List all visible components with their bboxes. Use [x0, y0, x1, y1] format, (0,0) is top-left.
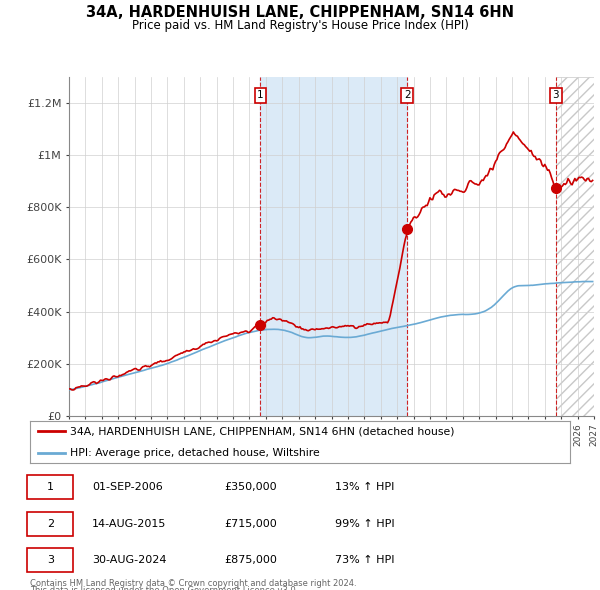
Text: 99% ↑ HPI: 99% ↑ HPI	[335, 519, 395, 529]
Text: £715,000: £715,000	[224, 519, 277, 529]
Text: Contains HM Land Registry data © Crown copyright and database right 2024.: Contains HM Land Registry data © Crown c…	[30, 579, 356, 588]
Text: This data is licensed under the Open Government Licence v3.0.: This data is licensed under the Open Gov…	[30, 586, 298, 590]
Text: 13% ↑ HPI: 13% ↑ HPI	[335, 482, 394, 492]
FancyBboxPatch shape	[28, 475, 73, 499]
Text: £350,000: £350,000	[224, 482, 277, 492]
Text: 1: 1	[257, 90, 264, 100]
Text: 1: 1	[47, 482, 54, 492]
Text: HPI: Average price, detached house, Wiltshire: HPI: Average price, detached house, Wilt…	[71, 448, 320, 457]
Text: 01-SEP-2006: 01-SEP-2006	[92, 482, 163, 492]
Bar	[260, 77, 407, 416]
Text: 3: 3	[552, 90, 559, 100]
Text: 2: 2	[47, 519, 54, 529]
Text: 73% ↑ HPI: 73% ↑ HPI	[335, 555, 395, 565]
Text: 34A, HARDENHUISH LANE, CHIPPENHAM, SN14 6HN (detached house): 34A, HARDENHUISH LANE, CHIPPENHAM, SN14 …	[71, 427, 455, 436]
Text: Price paid vs. HM Land Registry's House Price Index (HPI): Price paid vs. HM Land Registry's House …	[131, 19, 469, 32]
Text: 14-AUG-2015: 14-AUG-2015	[92, 519, 166, 529]
Text: £875,000: £875,000	[224, 555, 277, 565]
FancyBboxPatch shape	[28, 548, 73, 572]
Text: 2: 2	[404, 90, 410, 100]
Text: 30-AUG-2024: 30-AUG-2024	[92, 555, 167, 565]
Text: 34A, HARDENHUISH LANE, CHIPPENHAM, SN14 6HN: 34A, HARDENHUISH LANE, CHIPPENHAM, SN14 …	[86, 5, 514, 19]
Text: 3: 3	[47, 555, 54, 565]
FancyBboxPatch shape	[28, 512, 73, 536]
Bar	[556, 77, 594, 416]
